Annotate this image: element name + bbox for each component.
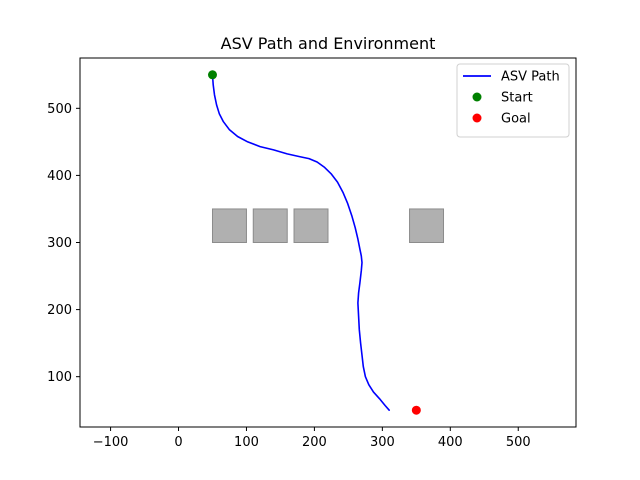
obstacle-4 — [409, 208, 445, 243]
series-line-asv-path — [211, 74, 391, 412]
x-axis: −100 0 100 200 300 400 500 — [93, 427, 531, 450]
legend-swatch-goal — [472, 113, 482, 123]
obstacles-layer — [211, 208, 445, 243]
y-tick-label: 400 — [47, 169, 72, 184]
x-tick-label: 0 — [174, 435, 182, 450]
x-tick-label: 200 — [302, 435, 327, 450]
legend-label-goal: Goal — [501, 112, 531, 127]
point-goal — [411, 405, 421, 415]
x-tick-label: −100 — [93, 435, 129, 450]
x-tick-label: 400 — [438, 435, 463, 450]
y-tick-label: 100 — [47, 370, 72, 385]
x-tick-label: 500 — [506, 435, 531, 450]
obstacle-3 — [293, 208, 329, 243]
y-tick-label: 300 — [47, 236, 72, 251]
y-tick-label: 500 — [47, 102, 72, 117]
x-tick-label: 100 — [234, 435, 259, 450]
y-axis: 100 200 300 400 500 — [47, 102, 80, 385]
point-start — [207, 70, 217, 80]
obstacle-1 — [211, 208, 247, 243]
y-tick-label: 200 — [47, 303, 72, 318]
chart-title: ASV Path and Environment — [221, 34, 436, 53]
legend-label-asv-path: ASV Path — [501, 70, 560, 85]
x-tick-label: 300 — [370, 435, 395, 450]
legend: ASV Path Start Goal — [456, 63, 570, 138]
legend-label-start: Start — [501, 91, 533, 106]
legend-box — [456, 63, 570, 138]
obstacle-2 — [252, 208, 288, 243]
series-layer — [207, 70, 421, 415]
legend-swatch-start — [472, 92, 482, 102]
